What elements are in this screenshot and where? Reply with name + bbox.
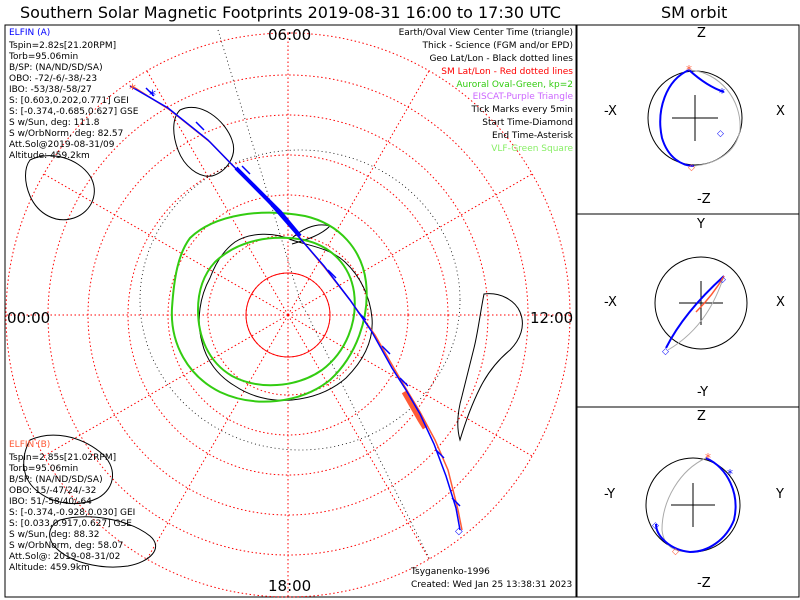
orbit-panel-yz-frame [576, 406, 800, 598]
geo-grid [139, 29, 461, 561]
elfin-b-label: ELFIN (B) [9, 440, 51, 450]
orbit3-bottom-label: -Z [697, 576, 711, 591]
orbit-panel-1-drawing: * ◇ * ◇ [647, 63, 743, 173]
sm-orbit-title: SM orbit [661, 3, 728, 22]
created-label: Created: Wed Jan 25 13:38:31 2023 [411, 580, 573, 590]
page-title: Southern Solar Magnetic Footprints 2019-… [20, 3, 561, 22]
time-label-right: 12:00 [530, 309, 574, 327]
info-line: OBO: 15/-47/24/-32 [9, 486, 97, 496]
elfin-b-end-asterisk: * [129, 82, 136, 98]
info-line: Altitude: 459.9km [9, 563, 90, 573]
svg-text:*: * [686, 63, 692, 77]
pole-circle [245, 272, 331, 358]
orbit2-right-label: X [776, 295, 785, 310]
orbit-panel-xz-frame [576, 24, 800, 215]
orbit1-bottom-label: -Z [697, 192, 711, 207]
time-label-top: 06:00 [268, 26, 312, 44]
svg-text:*: * [719, 86, 725, 100]
orbit1-left-label: -X [604, 104, 617, 119]
info-line: OBO: -72/-6/-38/-23 [9, 74, 98, 84]
orbit2-top-label: Y [697, 217, 705, 232]
orbit1-top-label: Z [697, 26, 706, 41]
info-line: S w/OrbNorm, deg: 58.07 [9, 541, 124, 551]
auroral-ovals [170, 211, 368, 403]
svg-text:*: * [705, 451, 711, 465]
svg-text:◇: ◇ [672, 547, 679, 557]
legend-item: Thick - Science (FGM and/or EPD) [422, 41, 573, 51]
track-ticks [145, 87, 461, 507]
legend-item: Earth/Oval View Center Time (triangle) [398, 28, 573, 38]
info-line: B/SP: (NA/ND/SD/SA) [9, 63, 103, 73]
svg-text:◇: ◇ [662, 347, 669, 357]
elfin-a-info: Tspin=2.82s[21.20RPM] Torb=95.06min B/SP… [9, 41, 138, 162]
orbit3-top-label: Z [697, 409, 706, 424]
orbit3-right-label: Y [776, 487, 784, 502]
svg-text:◇: ◇ [717, 129, 724, 139]
info-line: S: [0.603,0.202,0.771] GEI [9, 96, 129, 106]
elfin-a-end-asterisk: * [149, 88, 156, 104]
orbit2-bottom-label: -Y [697, 385, 709, 400]
legend-item: End Time-Asterisk [491, 131, 573, 141]
info-line: Torb=95.06min [9, 52, 79, 62]
elfin-b-info: Tspin=2.85s[21.02RPM] Torb=95.06min B/SP… [9, 453, 135, 574]
legend-item: VLF-Green Square [491, 144, 573, 154]
legend-item: Auroral Oval-Green, kp=2 [456, 80, 573, 90]
orbit-panel-3-drawing: * ◇ * ◇ [645, 451, 741, 557]
svg-text:◇: ◇ [688, 163, 695, 173]
legend: Earth/Oval View Center Time (triangle) T… [343, 28, 573, 158]
legend-item: Tick Marks every 5min [471, 105, 573, 115]
legend-item: SM Lat/Lon - Red dotted lines [441, 67, 573, 77]
sm-longitude-lines [6, 33, 570, 597]
legend-item: EISCAT-Purple Triangle [472, 92, 573, 102]
orbit-panel-2-drawing: ◇ ◇ [654, 256, 748, 357]
info-line: S: [0.033,0.917,0.627] GSE [9, 519, 132, 529]
info-line: Tspin=2.82s[21.20RPM] [9, 41, 117, 51]
info-line: Torb=95.06min [9, 464, 79, 474]
orbit-panel-xy-frame [576, 213, 800, 408]
elfin-b-science [401, 390, 428, 430]
svg-text:◇: ◇ [652, 521, 659, 531]
info-line: Att.Sol@2019-08-31/09 [9, 140, 115, 150]
info-line: IBO: -53/38/-58/27 [9, 85, 92, 95]
info-line: Att.Sol@: 2019-08-31/02 [9, 552, 121, 562]
time-label-bottom: 18:00 [268, 577, 312, 595]
orbit2-left-label: -X [604, 295, 617, 310]
info-line: S w/OrbNorm, deg: 82.57 [9, 129, 124, 139]
orbit1-right-label: X [776, 104, 785, 119]
info-line: Altitude: 459.2km [9, 151, 90, 161]
info-line: S w/Sun, deg: 88.32 [9, 530, 100, 540]
info-line: S: [-0.374,-0.685,0.627] GSE [9, 107, 139, 117]
elfin-a-science [234, 166, 302, 238]
legend-item: Geo Lat/Lon - Black dotted lines [429, 54, 573, 64]
elfin-a-label: ELFIN (A) [9, 28, 51, 38]
model-label: Tsyganenko-1996 [411, 567, 490, 577]
info-line: B/SP: (NA/ND/SD/SA) [9, 475, 103, 485]
info-line: S: [-0.374,-0.928,0.030] GEI [9, 508, 136, 518]
info-line: Tspin=2.85s[21.02RPM] [9, 453, 117, 463]
svg-text:*: * [727, 467, 733, 481]
info-line: IBO: 51/-58/40/-64 [9, 497, 92, 507]
info-line: S w/Sun, deg: 111.8 [9, 118, 100, 128]
time-label-left: 00:00 [7, 309, 51, 327]
svg-text:◇: ◇ [719, 275, 726, 285]
elfin-a-start-diamond: ◇ [455, 526, 463, 537]
orbit3-left-label: -Y [604, 487, 616, 502]
legend-item: Start Time-Diamond [482, 118, 573, 128]
